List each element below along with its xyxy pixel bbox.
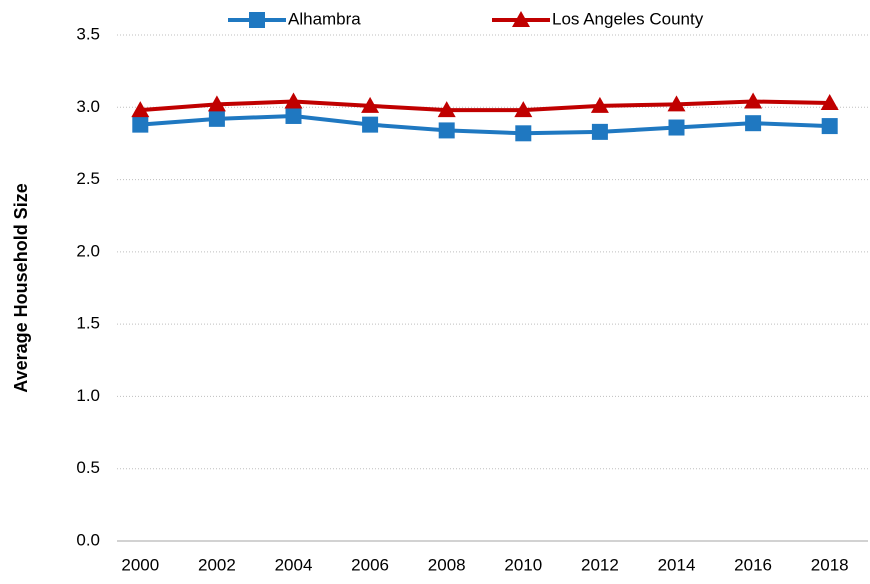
legend-label: Los Angeles County — [552, 9, 704, 28]
x-tick-label: 2016 — [734, 555, 772, 574]
marker — [437, 101, 456, 118]
y-tick-label: 3.5 — [76, 24, 100, 43]
x-tick-label: 2008 — [428, 555, 466, 574]
marker — [590, 96, 609, 113]
marker — [131, 101, 150, 118]
marker — [821, 118, 838, 135]
x-tick-label: 2002 — [198, 555, 236, 574]
y-tick-label: 3.0 — [76, 97, 100, 116]
marker — [284, 92, 303, 109]
marker — [361, 96, 380, 113]
marker — [744, 92, 763, 109]
marker — [362, 116, 379, 133]
marker — [208, 110, 225, 127]
x-tick-label: 2006 — [351, 555, 389, 574]
x-tick-label: 2012 — [581, 555, 619, 574]
y-axis-label: Average Household Size — [11, 183, 31, 392]
series-line — [140, 113, 830, 136]
marker — [515, 125, 532, 142]
x-tick-label: 2018 — [811, 555, 849, 574]
x-tick-label: 2014 — [658, 555, 696, 574]
marker — [132, 116, 149, 133]
y-tick-label: 1.0 — [76, 386, 100, 405]
y-tick-label: 1.5 — [76, 314, 100, 333]
marker — [668, 119, 685, 136]
marker — [745, 115, 762, 132]
marker — [438, 122, 455, 139]
marker — [512, 11, 530, 27]
y-tick-label: 2.0 — [76, 241, 100, 260]
legend-label: Alhambra — [288, 9, 361, 28]
marker — [820, 93, 839, 110]
marker — [667, 95, 686, 112]
x-tick-label: 2000 — [121, 555, 159, 574]
y-tick-label: 0.5 — [76, 458, 100, 477]
marker — [514, 101, 533, 118]
x-tick-label: 2010 — [504, 555, 542, 574]
x-tick-label: 2004 — [275, 555, 313, 574]
marker — [207, 95, 226, 112]
series-line — [140, 99, 830, 113]
marker — [591, 123, 608, 140]
y-tick-label: 2.5 — [76, 169, 100, 188]
marker — [249, 12, 265, 28]
marker — [285, 107, 302, 124]
y-tick-label: 0.0 — [76, 530, 100, 549]
